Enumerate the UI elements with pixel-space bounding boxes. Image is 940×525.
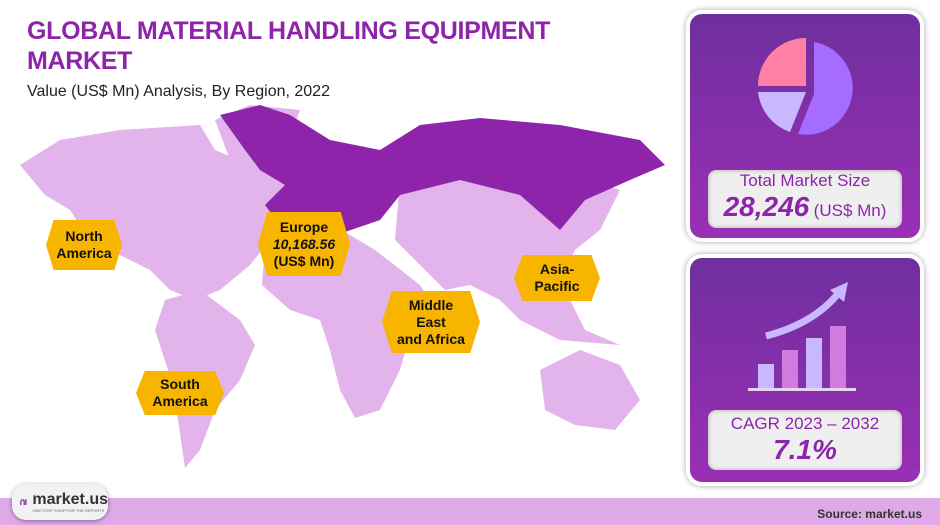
africa-shape bbox=[262, 230, 430, 418]
cagr-box: CAGR 2023 – 2032 7.1% bbox=[708, 410, 902, 470]
cagr-card: CAGR 2023 – 2032 7.1% bbox=[686, 254, 924, 486]
region-label-text: Pacific bbox=[534, 278, 580, 294]
logo-tagline: ONE STOP SHOP FOR THE REPORTS bbox=[32, 508, 105, 513]
pie-chart-icon bbox=[758, 38, 853, 135]
market-size-card: Total Market Size 28,246 (US$ Mn) bbox=[686, 10, 924, 242]
region-label-text: America bbox=[152, 393, 208, 409]
region-label-text: Asia- bbox=[539, 261, 575, 277]
logo-name: market.us bbox=[32, 491, 108, 508]
footer-bar bbox=[0, 498, 940, 525]
cagr-label: CAGR 2023 – 2032 bbox=[730, 414, 880, 433]
logo-text: market.us ONE STOP SHOP FOR THE REPORTS bbox=[32, 491, 108, 513]
market-size-box: Total Market Size 28,246 (US$ Mn) bbox=[708, 170, 902, 228]
source-text: Source: market.us bbox=[817, 507, 922, 521]
region-label-text: East bbox=[416, 313, 446, 330]
region-label-south-america: South America bbox=[136, 371, 224, 415]
growth-bar-chart-icon bbox=[748, 282, 856, 391]
australia-shape bbox=[540, 350, 640, 430]
region-label-text: Middle bbox=[408, 296, 454, 313]
region-label-text: Europe bbox=[279, 218, 329, 235]
market-size-label: Total Market Size bbox=[739, 170, 871, 190]
market-size-unit: (US$ Mn) bbox=[813, 200, 887, 220]
region-label-text: America bbox=[56, 245, 112, 261]
page-subtitle: Value (US$ Mn) Analysis, By Region, 2022 bbox=[27, 83, 330, 100]
region-label-north-america: North America bbox=[46, 220, 122, 270]
europe-russia-shape bbox=[220, 105, 665, 235]
region-label-europe: Europe 10,168.56 (US$ Mn) bbox=[258, 212, 350, 276]
region-label-text: North bbox=[65, 228, 103, 244]
region-label-middle-east-africa: Middle East and Africa bbox=[382, 291, 480, 353]
logo-icon bbox=[20, 499, 27, 505]
cagr-value: 7.1% bbox=[773, 434, 837, 465]
market-size-value: 28,246 bbox=[723, 190, 810, 222]
region-label-text: and Africa bbox=[397, 330, 465, 347]
region-label-asia-pacific: Asia- Pacific bbox=[514, 255, 600, 301]
region-value: 10,168.56 bbox=[272, 235, 336, 252]
market-us-logo[interactable]: market.us ONE STOP SHOP FOR THE REPORTS bbox=[12, 484, 108, 520]
page-title: GLOBAL MATERIAL HANDLING EQUIPMENT MARKE… bbox=[27, 17, 551, 75]
region-label-text: South bbox=[160, 376, 200, 392]
region-unit: (US$ Mn) bbox=[273, 252, 335, 269]
